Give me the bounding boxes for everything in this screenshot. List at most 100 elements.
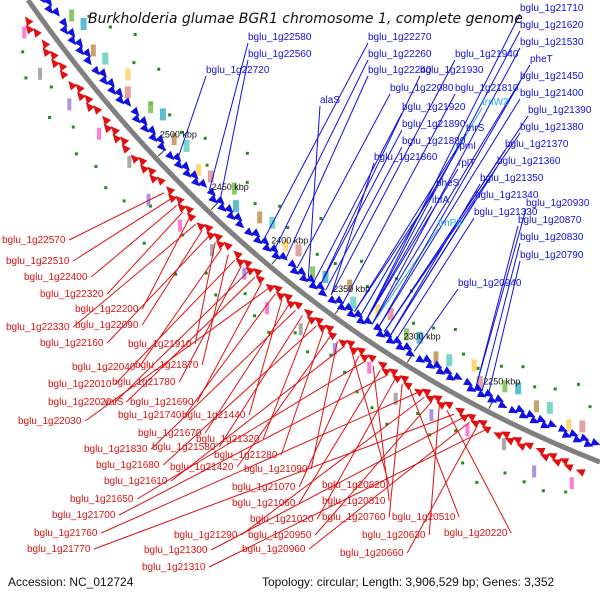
forward-gene-label[interactable]: bglu_1g21880 (402, 136, 466, 147)
leader-line (475, 225, 519, 388)
reverse-gene-label[interactable]: bglu_1g21830 (84, 444, 148, 455)
forward-gene-label[interactable]: trnP3 (438, 218, 462, 229)
reverse-gene-label[interactable]: bglu_1g20630 (362, 530, 426, 541)
forward-gene-label[interactable]: bglu_1g21710 (520, 3, 584, 14)
reverse-gene-label[interactable]: bglu_1g21090 (244, 464, 308, 475)
reverse-gene-label[interactable]: bglu_1g21740 (118, 410, 182, 421)
forward-gene-label[interactable]: bglu_1g21890 (402, 119, 466, 130)
reverse-gene-label[interactable]: bglu_1g21580 (152, 442, 216, 453)
forward-gene-label[interactable]: bglu_1g20940 (458, 278, 522, 289)
reverse-gene-label[interactable]: bglu_1g22020 (48, 397, 112, 408)
forward-gene-label[interactable]: bglu_1g22270 (368, 32, 432, 43)
reverse-gene-arrow (458, 414, 469, 423)
reverse-gene-label[interactable]: bglu_1g21670 (138, 428, 202, 439)
forward-gene-label[interactable]: bglu_1g22580 (248, 32, 312, 43)
forward-gene-label[interactable]: bglu_1g21620 (520, 20, 584, 31)
reverse-gene-label[interactable]: bglu_1g21770 (27, 544, 91, 555)
reverse-gene-label[interactable]: bglu_1g22200 (75, 304, 139, 315)
forward-gene-label[interactable]: bglu_1g21350 (480, 173, 544, 184)
forward-gene-label[interactable]: bglu_1g21860 (374, 152, 438, 163)
forward-gene-label[interactable]: bglu_1g22560 (248, 49, 312, 60)
reverse-gene-label[interactable]: bglu_1g21020 (250, 514, 314, 525)
reverse-gene-label[interactable]: bglu_1g20960 (242, 544, 306, 555)
forward-gene-label[interactable]: alaS (320, 95, 340, 106)
reverse-gene-label[interactable]: bglu_1g22320 (40, 289, 104, 300)
leader-line (383, 149, 506, 333)
reverse-gene-label[interactable]: bglu_1g21420 (170, 462, 234, 473)
reverse-gene-label[interactable]: bglu_1g22160 (40, 338, 104, 349)
reverse-gene-label[interactable]: bglu_1g20950 (248, 530, 312, 541)
reverse-gene-label[interactable]: bglu_1g22330 (6, 322, 70, 333)
gc-dot (286, 225, 290, 229)
reverse-gene-label[interactable]: bglu_1g21320 (196, 434, 260, 445)
reverse-gene-label[interactable]: bglu_1g22030 (18, 416, 82, 427)
reverse-gene-arrow (177, 203, 187, 213)
reverse-gene-arrow (559, 458, 570, 466)
reverse-gene-label[interactable]: bglu_1g22400 (24, 272, 88, 283)
feature-band (125, 68, 131, 81)
forward-gene-label[interactable]: bglu_1g21360 (497, 156, 561, 167)
reverse-gene-label[interactable]: bglu_1g21300 (144, 545, 208, 556)
forward-gene-label[interactable]: bglu_1g21380 (520, 122, 584, 133)
reverse-gene-label[interactable]: bglu_1g21290 (174, 530, 238, 541)
forward-gene-label[interactable]: bglu_1g21400 (520, 88, 584, 99)
reverse-gene-label[interactable]: bglu_1g21440 (182, 410, 246, 421)
leader-line (90, 205, 177, 278)
forward-gene-arrow (373, 322, 383, 332)
reverse-gene-label[interactable]: bglu_1g21910 (128, 339, 192, 350)
forward-gene-label[interactable]: bglu_1g20790 (520, 250, 584, 261)
reverse-gene-label[interactable]: bglu_1g21680 (96, 460, 160, 471)
forward-gene-label[interactable]: trnW2 (482, 97, 509, 108)
reverse-gene-label[interactable]: bglu_1g21780 (112, 377, 176, 388)
forward-gene-label[interactable]: bglu_1g21530 (520, 37, 584, 48)
forward-gene-label[interactable]: bglu_1g21930 (420, 65, 484, 76)
forward-gene-label[interactable]: bglu_1g22720 (206, 65, 270, 76)
reverse-gene-label[interactable]: bglu_1g20810 (322, 496, 386, 507)
forward-gene-label[interactable]: bglu_1g21340 (475, 190, 539, 201)
forward-gene-label[interactable]: bglu_1g21330 (474, 207, 538, 218)
reverse-gene-label[interactable]: bglu_1g22090 (75, 320, 139, 331)
reverse-gene-label[interactable]: bglu_1g21760 (34, 528, 98, 539)
reverse-gene-label[interactable]: bglu_1g21610 (104, 476, 168, 487)
forward-gene-label[interactable]: bglu_1g21390 (528, 105, 592, 116)
forward-gene-label[interactable]: bglu_1g21370 (505, 139, 569, 150)
reverse-gene-label[interactable]: bglu_1g20220 (444, 528, 508, 539)
reverse-gene-label[interactable]: bglu_1g21060 (232, 498, 296, 509)
reverse-gene-label[interactable]: bglu_1g21700 (52, 510, 116, 521)
reverse-gene-label[interactable]: bglu_1g21310 (142, 562, 206, 573)
reverse-gene-label[interactable]: bglu_1g20760 (322, 512, 386, 523)
forward-gene-label[interactable]: bglu_1g22240 (368, 65, 432, 76)
reverse-gene-label[interactable]: bglu_1g22040 (72, 362, 136, 373)
leader-line (210, 417, 463, 551)
forward-gene-label[interactable]: bglu_1g21940 (455, 49, 519, 60)
forward-gene-label[interactable]: rpmI (456, 141, 476, 152)
forward-gene-label[interactable]: bglu_1g20830 (520, 232, 584, 243)
forward-gene-label[interactable]: bglu_1g22260 (368, 49, 432, 60)
reverse-gene-label[interactable]: bglu_1g21280 (214, 450, 278, 461)
reverse-gene-label[interactable]: bglu_1g21070 (232, 482, 296, 493)
reverse-gene-label[interactable]: bglu_1g22570 (2, 235, 66, 246)
forward-gene-label[interactable]: bglu_1g21450 (520, 71, 584, 82)
forward-gene-label[interactable]: thrS (466, 123, 485, 134)
gc-dot (142, 241, 146, 245)
forward-gene-arrow (590, 437, 600, 446)
reverse-gene-label[interactable]: bglu_1g20820 (322, 480, 386, 491)
reverse-gene-label[interactable]: bglu_1g22010 (48, 379, 112, 390)
reverse-gene-label[interactable]: bglu_1g21650 (70, 494, 134, 505)
forward-gene-label[interactable]: ihfA (432, 195, 450, 206)
reverse-gene-label[interactable]: bglu_1g22510 (6, 256, 70, 267)
reverse-gene-label[interactable]: valS (104, 397, 124, 408)
reverse-gene-label[interactable]: bglu_1g20660 (340, 548, 404, 559)
reverse-gene-label[interactable]: bglu_1g20510 (392, 512, 456, 523)
reverse-gene-arrow (121, 144, 131, 154)
reverse-gene-label[interactable]: bglu_1g21690 (130, 397, 194, 408)
forward-gene-label[interactable]: bglu_1g21810 (455, 83, 519, 94)
forward-gene-label[interactable]: bglu_1g20870 (518, 215, 582, 226)
forward-gene-label[interactable]: pheT (530, 54, 553, 65)
forward-gene-label[interactable]: bglu_1g21920 (402, 102, 466, 113)
forward-gene-label[interactable]: pheS (436, 178, 460, 189)
forward-gene-label[interactable]: rplT (458, 158, 475, 169)
forward-gene-label[interactable]: bglu_1g20930 (526, 198, 590, 209)
forward-gene-label[interactable]: bglu_1g22080 (390, 83, 454, 94)
reverse-gene-label[interactable]: bglu_1g21870 (135, 360, 199, 371)
